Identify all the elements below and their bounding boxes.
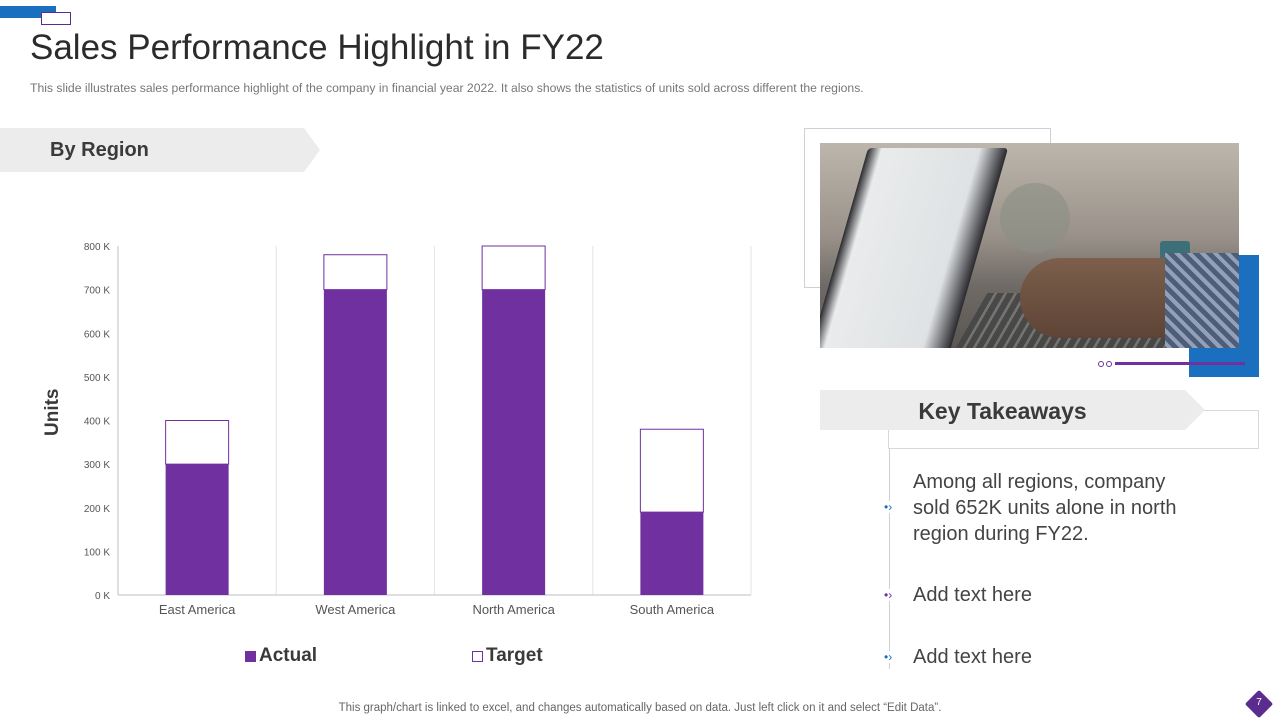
slide-subtitle: This slide illustrates sales performance… xyxy=(30,81,864,95)
legend-actual-swatch xyxy=(245,650,256,662)
bar-target xyxy=(323,254,388,291)
photo-dots xyxy=(1098,361,1112,367)
chevron-right-icon: •› xyxy=(884,651,900,663)
y-tick-label: 100 K xyxy=(84,547,110,558)
bar-target xyxy=(165,420,230,465)
x-tick-label: East America xyxy=(159,602,236,617)
takeaway-1-line-3: region during FY22. xyxy=(913,523,1089,545)
by-region-label: By Region xyxy=(50,139,149,161)
region-bar-chart[interactable]: 0 K 100 K 200 K 300 K 400 K 500 K 600 K 700 K 80… xyxy=(0,230,780,630)
key-takeaways-banner: Key Takeaways xyxy=(820,390,1205,430)
legend-target: Target xyxy=(472,645,543,667)
laptop-typing-photo[interactable] xyxy=(820,143,1239,348)
bar-actual xyxy=(482,289,546,595)
takeaways-timeline xyxy=(889,449,890,669)
y-tick-label: 300 K xyxy=(84,460,110,471)
chevron-right-icon: •› xyxy=(884,501,900,513)
y-tick-label: 800 K xyxy=(84,242,110,253)
takeaway-3-line-1: Add text here xyxy=(913,646,1032,668)
chart-footnote: This graph/chart is linked to excel, and… xyxy=(338,702,942,714)
chevron-right-icon: •› xyxy=(884,589,900,601)
y-tick-label: 200 K xyxy=(84,504,110,515)
key-takeaways-heading: Key Takeaways xyxy=(918,398,1087,424)
page-number-badge: 7 xyxy=(1244,689,1274,719)
takeaway-item-1[interactable]: Among all regions, company sold 652K uni… xyxy=(913,469,1177,547)
photo-sleeve xyxy=(1165,253,1239,348)
bar-actual xyxy=(640,512,704,595)
by-region-banner: By Region xyxy=(0,128,320,172)
y-tick-label: 400 K xyxy=(84,417,110,428)
photo-plant xyxy=(1000,183,1070,253)
takeaway-2-line-1: Add text here xyxy=(913,584,1032,606)
y-tick-label: 500 K xyxy=(84,373,110,384)
legend-target-swatch xyxy=(472,650,483,662)
bar-target xyxy=(639,428,704,513)
photo-underline xyxy=(1115,362,1245,365)
bar-actual xyxy=(323,289,387,595)
slide-title: Sales Performance Highlight in FY22 xyxy=(30,28,604,67)
page-number: 7 xyxy=(1256,697,1262,708)
y-tick-label: 0 K xyxy=(95,591,110,602)
x-tick-label: North America xyxy=(472,602,555,617)
bar-target xyxy=(481,245,546,291)
x-tick-label: West America xyxy=(315,602,396,617)
corner-accent-box xyxy=(41,12,71,25)
legend-actual-label: Actual xyxy=(259,645,318,666)
x-tick-label: South America xyxy=(630,602,715,617)
y-tick-label: 700 K xyxy=(84,286,110,297)
legend-target-label: Target xyxy=(486,645,543,666)
bar-actual xyxy=(165,464,229,595)
legend-actual: Actual xyxy=(245,645,317,667)
takeaway-1-line-2: sold 652K units alone in north xyxy=(913,497,1177,519)
takeaway-item-3[interactable]: Add text here xyxy=(913,644,1032,670)
takeaway-item-2[interactable]: Add text here xyxy=(913,582,1032,608)
y-tick-label: 600 K xyxy=(84,329,110,340)
takeaway-1-line-1: Among all regions, company xyxy=(913,471,1166,493)
